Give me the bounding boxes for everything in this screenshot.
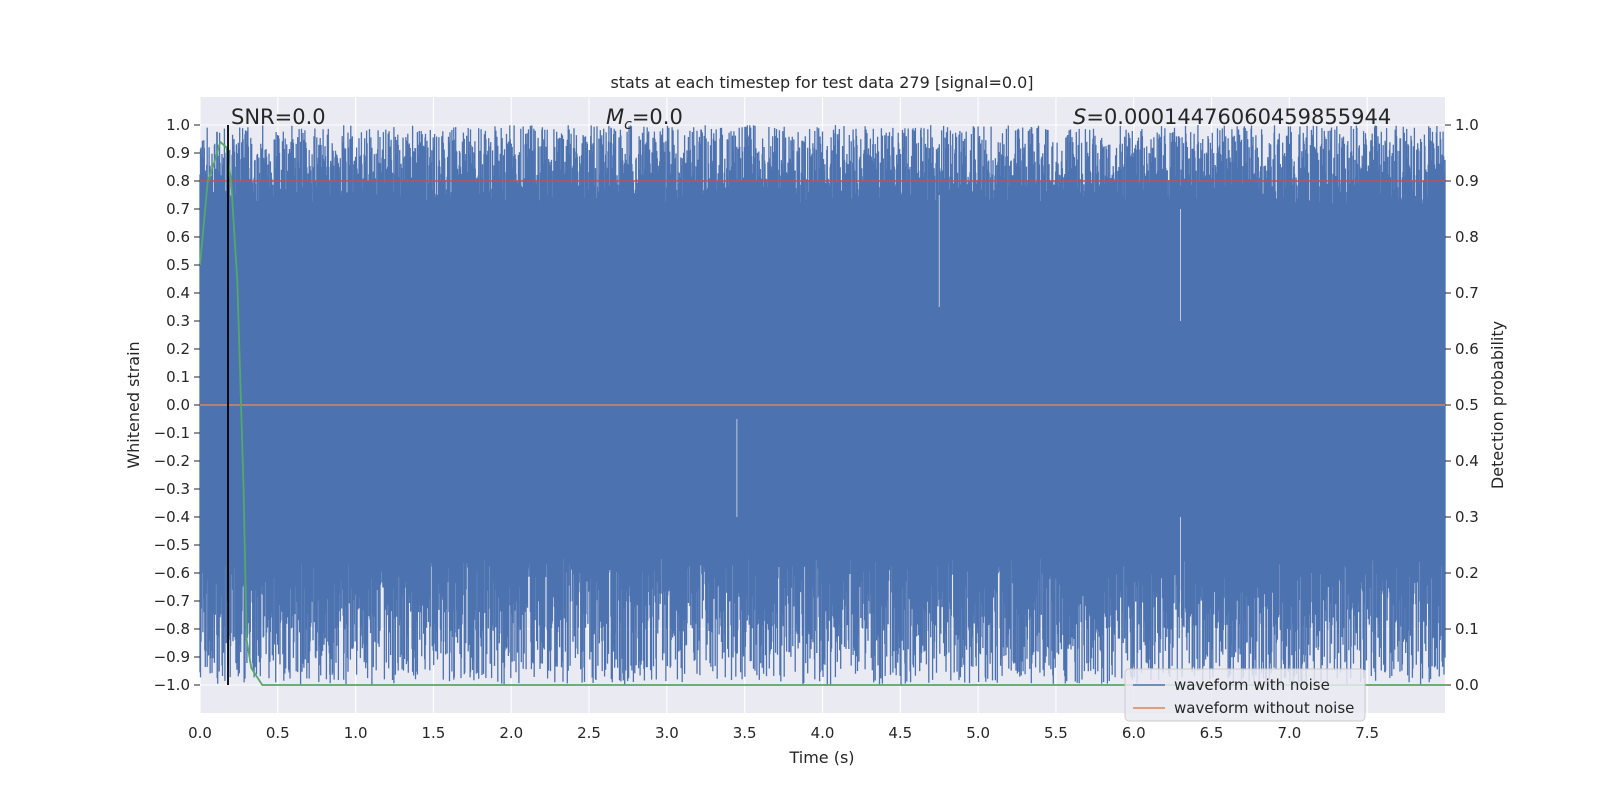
y-left-tick-label: 0.2 xyxy=(166,340,190,358)
y-right-tick-label: 0.9 xyxy=(1455,172,1479,190)
chirp-mass-subscript: c xyxy=(624,117,632,133)
y-left-tick-label: 0.0 xyxy=(166,396,190,414)
y-left-tick-label: −0.4 xyxy=(154,508,190,526)
y-right-tick-label: 0.6 xyxy=(1455,340,1479,358)
chirp-mass-annotation: Mc=0.0 xyxy=(606,105,683,133)
y-left-tick-label: 0.9 xyxy=(166,144,190,162)
y-right-tick-label: 0.3 xyxy=(1455,508,1479,526)
x-tick-label: 5.5 xyxy=(1044,724,1068,742)
y-right-tick-label: 0.2 xyxy=(1455,564,1479,582)
y-left-tick-label: 0.5 xyxy=(166,256,190,274)
y-left-tick-label: −0.5 xyxy=(154,536,190,554)
y-left-tick-label: −0.1 xyxy=(154,424,190,442)
y-left-tick-label: 0.3 xyxy=(166,312,190,330)
y-right-tick-label: 0.4 xyxy=(1455,452,1479,470)
line-series-layer xyxy=(199,125,1445,686)
x-tick-label: 0.0 xyxy=(188,724,212,742)
y-left-tick-label: 0.1 xyxy=(166,368,190,386)
x-tick-label: 1.0 xyxy=(344,724,368,742)
y-right-tick-label: 0.8 xyxy=(1455,228,1479,246)
y-left-tick-label: −0.3 xyxy=(154,480,190,498)
snr-annotation: SNR=0.0 xyxy=(231,105,326,129)
x-tick-label: 1.5 xyxy=(422,724,446,742)
axes-layer: 0.0 0.5 1.0 1.5 2.0 2.5 3.0 3.5 4.0 4.5 5.0 5.5 6.0 6… xyxy=(154,116,1479,742)
s-value: =0.00014476060459855944 xyxy=(1086,105,1391,129)
x-tick-label: 7.5 xyxy=(1355,724,1379,742)
s-symbol: S xyxy=(1073,105,1086,129)
x-tick-label: 2.0 xyxy=(499,724,523,742)
y-left-tick-label: −0.6 xyxy=(154,564,190,582)
x-tick-label: 7.0 xyxy=(1277,724,1301,742)
legend-box xyxy=(1124,668,1366,722)
x-tick-label: 5.0 xyxy=(966,724,990,742)
x-tick-label: 4.5 xyxy=(888,724,912,742)
y-axis-label-right: Detection probability xyxy=(1488,321,1507,489)
x-tick-label: 3.5 xyxy=(733,724,757,742)
x-tick-label: 6.5 xyxy=(1200,724,1224,742)
y-left-tick-label: 0.6 xyxy=(166,228,190,246)
legend: waveform with noise waveform without noi… xyxy=(1124,668,1366,722)
y-right-tick-label: 1.0 xyxy=(1455,116,1479,134)
chart-title: stats at each timestep for test data 279… xyxy=(610,73,1033,92)
y-left-tick-label: −0.8 xyxy=(154,620,190,638)
s-annotation: S=0.00014476060459855944 xyxy=(1073,105,1391,129)
y-right-tick-label: 0.0 xyxy=(1455,676,1479,694)
x-tick-label: 6.0 xyxy=(1122,724,1146,742)
chirp-mass-value: =0.0 xyxy=(632,105,683,129)
y-left-tick-label: −0.2 xyxy=(154,452,190,470)
y-left-tick-label: −1.0 xyxy=(154,676,190,694)
legend-label-waveform-without-noise: waveform without noise xyxy=(1174,699,1354,717)
x-tick-label: 4.0 xyxy=(811,724,835,742)
y-left-tick-label: 0.8 xyxy=(166,172,190,190)
x-tick-label: 3.0 xyxy=(655,724,679,742)
y-right-tick-label: 0.5 xyxy=(1455,396,1479,414)
y-left-tick-label: −0.9 xyxy=(154,648,190,666)
x-axis-label: Time (s) xyxy=(788,748,854,767)
x-tick-label: 0.5 xyxy=(266,724,290,742)
y-left-tick-label: 0.4 xyxy=(166,284,190,302)
series-detection-probability xyxy=(199,140,1445,686)
noise-waveform xyxy=(199,125,1446,685)
chirp-mass-symbol: M xyxy=(606,105,624,129)
noise-series-waveform-with-noise xyxy=(199,125,1446,685)
y-right-tick-label: 0.7 xyxy=(1455,284,1479,302)
y-right-tick-label: 0.1 xyxy=(1455,620,1479,638)
x-tick-label: 2.5 xyxy=(577,724,601,742)
y-left-tick-label: 1.0 xyxy=(166,116,190,134)
legend-label-waveform-with-noise: waveform with noise xyxy=(1174,676,1330,694)
y-left-tick-label: −0.7 xyxy=(154,592,190,610)
y-axis-label-left: Whitened strain xyxy=(124,341,143,468)
y-left-tick-label: 0.7 xyxy=(166,200,190,218)
